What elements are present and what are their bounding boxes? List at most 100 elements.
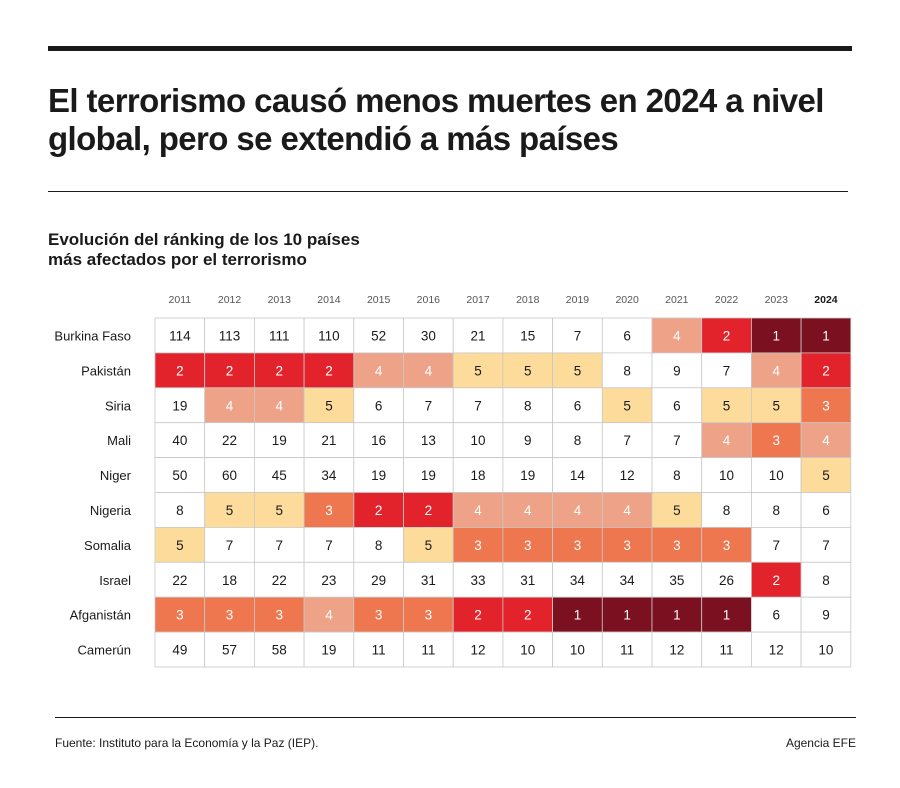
rank-value-mali-2017: 10 xyxy=(471,433,486,448)
rank-value-israel-2018: 31 xyxy=(520,573,535,588)
year-header-2011: 2011 xyxy=(169,294,192,306)
rank-value-camerún-2013: 58 xyxy=(272,643,287,658)
rank-value-israel-2023: 2 xyxy=(772,573,780,588)
year-header-2013: 2013 xyxy=(268,294,292,306)
rank-value-burkina-faso-2024: 1 xyxy=(822,328,830,343)
heatmap-cell-camerún-2015 xyxy=(353,631,404,668)
year-header-2016: 2016 xyxy=(417,294,441,306)
heatmap-cell-burkina-faso-2024 xyxy=(800,317,852,354)
heatmap-cell-nigeria-2018 xyxy=(502,492,553,528)
country-label-siria: Siria xyxy=(105,398,132,413)
heatmap-cell-israel-2012 xyxy=(204,561,255,598)
heatmap-cell-somalia-2014 xyxy=(303,527,355,563)
country-label-afganistán: Afganistán xyxy=(70,608,131,623)
heatmap-cell-camerún-2018 xyxy=(502,631,553,668)
rank-value-afganistán-2022: 1 xyxy=(723,608,731,623)
rank-value-israel-2017: 33 xyxy=(471,573,486,588)
rank-value-burkina-faso-2018: 15 xyxy=(520,328,535,343)
rank-value-burkina-faso-2019: 7 xyxy=(574,328,582,343)
rank-value-pakistán-2014: 2 xyxy=(325,363,333,378)
heatmap-cell-israel-2020 xyxy=(601,561,653,598)
country-label-burkina-faso: Burkina Faso xyxy=(54,328,131,343)
rank-value-nigeria-2024: 6 xyxy=(822,503,830,518)
heatmap-cell-somalia-2024 xyxy=(800,527,852,563)
heatmap-cell-pakistán-2011 xyxy=(154,352,206,389)
heatmap-cell-niger-2020 xyxy=(601,457,653,493)
rank-value-israel-2015: 29 xyxy=(371,573,386,588)
heatmap-cell-afganistán-2024 xyxy=(800,596,852,633)
rank-value-israel-2022: 26 xyxy=(719,573,734,588)
rank-value-afganistán-2024: 9 xyxy=(822,608,830,623)
rank-value-somalia-2021: 3 xyxy=(673,538,681,553)
heatmap-cell-mali-2023 xyxy=(751,422,802,459)
heatmap-cell-pakistán-2021 xyxy=(651,352,703,389)
heatmap-cell-somalia-2017 xyxy=(452,527,504,563)
headline: El terrorismo causó menos muertes en 202… xyxy=(48,82,824,157)
rank-value-israel-2013: 22 xyxy=(272,573,287,588)
rank-value-pakistán-2022: 7 xyxy=(723,363,731,378)
heatmap-cell-camerún-2021 xyxy=(651,631,703,668)
rank-value-siria-2016: 7 xyxy=(425,398,433,413)
heatmap-cell-camerún-2024 xyxy=(800,631,852,668)
rank-value-pakistán-2024: 2 xyxy=(822,363,830,378)
rank-value-nigeria-2020: 4 xyxy=(623,503,631,518)
heatmap-cell-burkina-faso-2019 xyxy=(552,317,603,354)
heatmap-cell-mali-2022 xyxy=(701,422,752,459)
rank-value-israel-2014: 23 xyxy=(321,573,336,588)
rank-value-camerún-2016: 11 xyxy=(421,643,435,658)
rank-value-somalia-2016: 5 xyxy=(425,538,433,553)
heatmap-cell-camerún-2011 xyxy=(154,631,206,668)
rank-value-mali-2022: 4 xyxy=(723,433,731,448)
rank-value-israel-2019: 34 xyxy=(570,573,586,588)
chart-subtitle-line-1: Evolución del ránking de los 10 países xyxy=(48,230,360,249)
heatmap-cell-camerún-2022 xyxy=(701,631,752,668)
heatmap-cell-niger-2013 xyxy=(253,457,305,493)
rank-value-siria-2014: 5 xyxy=(325,398,333,413)
heatmap-cell-mali-2012 xyxy=(204,422,255,459)
heatmap-cell-burkina-faso-2023 xyxy=(751,317,802,354)
title-divider xyxy=(48,191,848,192)
year-header-2024: 2024 xyxy=(814,294,838,306)
heatmap-cell-camerún-2012 xyxy=(204,631,255,668)
rank-value-burkina-faso-2020: 6 xyxy=(623,328,631,343)
rank-value-israel-2016: 31 xyxy=(421,573,436,588)
heatmap-cell-afganistán-2014 xyxy=(303,596,355,633)
rank-value-niger-2016: 19 xyxy=(421,468,436,483)
rank-value-somalia-2015: 8 xyxy=(375,538,383,553)
rank-value-niger-2015: 19 xyxy=(371,468,386,483)
heatmap-cell-somalia-2023 xyxy=(751,527,802,563)
heatmap-cell-pakistán-2020 xyxy=(601,352,653,389)
year-header-2012: 2012 xyxy=(218,294,242,306)
year-header-2015: 2015 xyxy=(367,294,391,306)
rank-value-afganistán-2020: 1 xyxy=(623,608,631,623)
year-header-2014: 2014 xyxy=(317,294,341,306)
heatmap-cell-israel-2022 xyxy=(701,561,752,598)
rank-value-siria-2021: 6 xyxy=(673,398,681,413)
rank-value-afganistán-2023: 6 xyxy=(772,608,780,623)
rank-value-camerún-2014: 19 xyxy=(321,643,336,658)
rank-value-niger-2019: 14 xyxy=(570,468,586,483)
rank-value-afganistán-2018: 2 xyxy=(524,608,532,623)
rank-value-nigeria-2011: 8 xyxy=(176,503,184,518)
top-rule xyxy=(48,46,852,51)
rank-value-somalia-2020: 3 xyxy=(623,538,631,553)
rank-value-camerún-2024: 10 xyxy=(818,643,833,658)
rank-value-niger-2011: 50 xyxy=(172,468,187,483)
rank-value-burkina-faso-2014: 110 xyxy=(318,328,340,343)
heatmap-cell-afganistán-2023 xyxy=(751,596,802,633)
rank-value-niger-2013: 45 xyxy=(272,468,287,483)
rank-value-niger-2022: 10 xyxy=(719,468,734,483)
rank-value-burkina-faso-2011: 114 xyxy=(169,328,191,343)
rank-value-nigeria-2013: 5 xyxy=(275,503,283,518)
year-header-2017: 2017 xyxy=(466,294,490,306)
heatmap-cell-camerún-2019 xyxy=(552,631,603,668)
rank-value-pakistán-2015: 4 xyxy=(375,363,383,378)
rank-value-burkina-faso-2015: 52 xyxy=(371,328,386,343)
rank-value-israel-2021: 35 xyxy=(669,573,684,588)
rank-value-camerún-2020: 11 xyxy=(620,643,634,658)
rank-value-mali-2012: 22 xyxy=(222,433,237,448)
heatmap-cell-afganistán-2013 xyxy=(253,596,305,633)
heatmap-cell-nigeria-2012 xyxy=(204,492,255,528)
heatmap-cell-afganistán-2020 xyxy=(601,596,653,633)
